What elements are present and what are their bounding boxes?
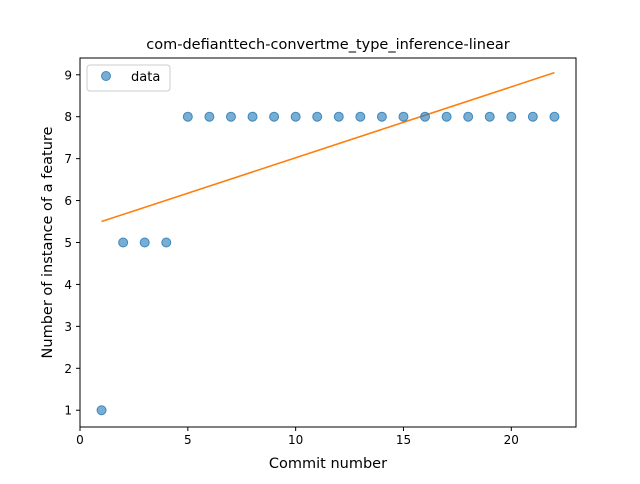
plot-frame — [79, 57, 577, 428]
y-tick-label: 2 — [64, 362, 72, 376]
data-point — [355, 111, 366, 122]
y-tick-label: 8 — [64, 110, 72, 124]
y-tick-label: 5 — [64, 236, 72, 250]
y-tick-label: 4 — [64, 278, 72, 292]
trend-layer — [101, 71, 555, 223]
y-tick-label: 1 — [64, 404, 72, 418]
legend: data — [86, 64, 171, 92]
chart-title: com-defianttech-convertme_type_inference… — [146, 37, 510, 53]
data-point — [527, 111, 538, 122]
x-axis-label: Commit number — [269, 456, 387, 472]
x-tick-label: 5 — [184, 433, 192, 447]
data-point — [441, 111, 452, 122]
points-layer — [96, 111, 560, 416]
x-tick-label: 15 — [396, 433, 411, 447]
data-point — [161, 237, 172, 248]
data-point — [312, 111, 323, 122]
data-point — [247, 111, 258, 122]
data-point — [182, 111, 193, 122]
y-tick-label: 9 — [64, 68, 72, 82]
data-point — [269, 111, 280, 122]
x-tick-label: 0 — [76, 433, 84, 447]
data-point — [204, 111, 215, 122]
data-point — [506, 111, 517, 122]
data-point — [96, 405, 107, 416]
data-point — [420, 111, 431, 122]
data-point — [118, 237, 129, 248]
data-point — [139, 237, 150, 248]
trend-line — [101, 71, 555, 223]
legend-label-data: data — [131, 70, 160, 85]
data-point — [333, 111, 344, 122]
data-point — [290, 111, 301, 122]
y-tick-label: 3 — [64, 320, 72, 334]
data-point — [225, 111, 236, 122]
y-tick-label: 6 — [64, 194, 72, 208]
y-tick-label: 7 — [64, 152, 72, 166]
y-axis-label: Number of instance of a feature — [40, 126, 56, 358]
x-axis-ticks: 0 5 10 15 20 — [76, 427, 519, 447]
x-tick-label: 20 — [504, 433, 519, 447]
y-axis-ticks: 1 2 3 4 5 6 7 8 9 — [64, 68, 80, 418]
legend-marker — [101, 71, 111, 81]
data-point — [463, 111, 474, 122]
data-point — [549, 111, 560, 122]
data-point — [398, 111, 409, 122]
x-tick-label: 10 — [288, 433, 303, 447]
data-point — [376, 111, 387, 122]
data-point — [484, 111, 495, 122]
